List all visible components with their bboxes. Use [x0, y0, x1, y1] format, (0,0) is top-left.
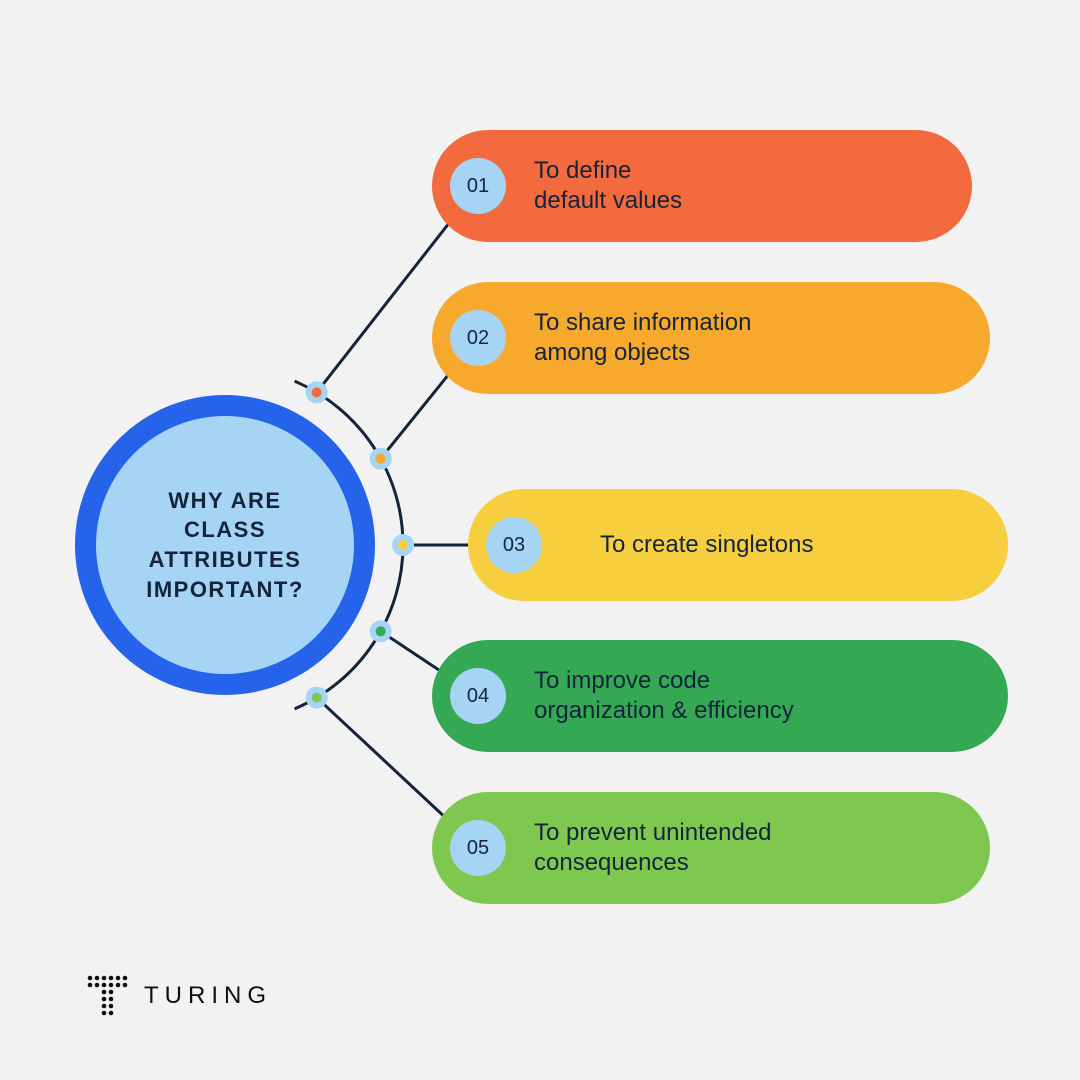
arc-node-outer — [370, 448, 392, 470]
reason-number-badge: 03 — [486, 517, 542, 573]
arc-node-inner — [398, 540, 408, 550]
arc-node-inner — [376, 454, 386, 464]
reason-label: To share informationamong objects — [534, 308, 751, 368]
reason-number-badge: 04 — [450, 668, 506, 724]
reason-pill: 02 To share informationamong objects — [432, 282, 990, 394]
hub-title: WHY ARECLASS ATTRIBUTESIMPORTANT? — [126, 486, 324, 605]
reason-number-badge: 05 — [450, 820, 506, 876]
reason-label: To prevent unintendedconsequences — [534, 818, 772, 878]
reason-label: To create singletons — [600, 530, 813, 560]
arc-node-outer — [306, 381, 328, 403]
reason-label: To definedefault values — [534, 156, 682, 216]
reason-number-badge: 01 — [450, 158, 506, 214]
arc-node-inner — [312, 387, 322, 397]
arc-node-inner — [312, 693, 322, 703]
brand-logo-text: TURING — [144, 982, 272, 1010]
brand-logo-mark — [86, 974, 130, 1018]
arc-node-inner — [376, 626, 386, 636]
reason-number-badge: 02 — [450, 310, 506, 366]
arc-node-outer — [392, 534, 414, 556]
arc-node-outer — [370, 620, 392, 642]
reason-pill: 01 To definedefault values — [432, 130, 972, 242]
hub-circle: WHY ARECLASS ATTRIBUTESIMPORTANT? — [75, 395, 375, 695]
arc-node-outer — [306, 687, 328, 709]
reason-pill: 03 To create singletons — [468, 489, 1008, 601]
reason-label: To improve codeorganization & efficiency — [534, 666, 794, 726]
reason-pill: 04 To improve codeorganization & efficien… — [432, 640, 1008, 752]
hub-inner: WHY ARECLASS ATTRIBUTESIMPORTANT? — [96, 416, 354, 674]
brand-logo: TURING — [86, 974, 272, 1018]
reason-pill: 05 To prevent unintendedconsequences — [432, 792, 990, 904]
